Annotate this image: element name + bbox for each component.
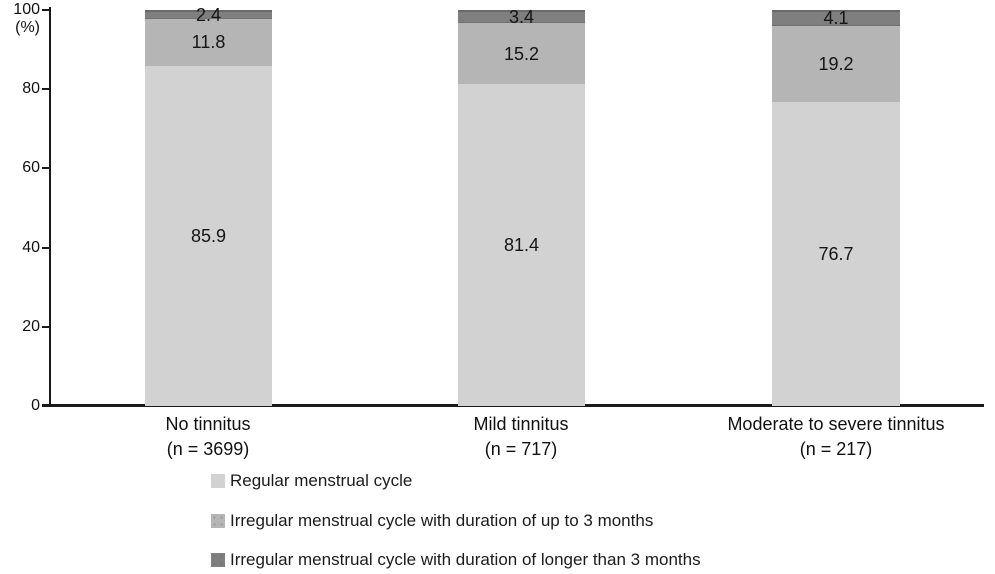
y-axis-unit-label: (%) xyxy=(15,19,40,36)
bar-segment-irregular-longer-than-3-months xyxy=(772,10,900,27)
legend-swatch-irregular-up-to-3-months xyxy=(211,513,225,528)
y-tick-label: 40 xyxy=(22,238,40,256)
bar-group: 81.4 15.2 3.4 xyxy=(458,7,585,406)
category-name: No tinnitus xyxy=(165,414,251,434)
bar-value-label: 81.4 xyxy=(503,234,540,255)
legend-swatch-irregular-longer-than-3-months xyxy=(211,553,225,567)
category-label: Moderate to severe tinnitus (n = 217) xyxy=(666,412,995,462)
bar-value-label: 19.2 xyxy=(818,54,854,75)
legend-item: Regular menstrual cycle xyxy=(211,471,412,491)
y-axis-line xyxy=(49,7,51,407)
bar-segment-regular-menstrual-cycle xyxy=(772,102,900,406)
bar-value-label: 85.9 xyxy=(190,225,227,246)
bar-segment-regular-menstrual-cycle xyxy=(458,83,585,406)
bar-segment-irregular-up-to-3-months xyxy=(458,23,585,84)
bar-value-label: 2.4 xyxy=(195,4,222,25)
legend-label: Regular menstrual cycle xyxy=(230,471,413,490)
category-label: Mild tinnitus (n = 717) xyxy=(351,412,691,462)
y-tick-mark xyxy=(42,325,50,328)
category-name: Mild tinnitus xyxy=(473,414,569,434)
y-tick-label: 0 xyxy=(31,397,40,414)
bar-group: 76.7 19.2 4.1 xyxy=(772,8,900,406)
legend-item: Irregular menstrual cycle with duration … xyxy=(211,511,653,531)
legend-item: Irregular menstrual cycle with duration … xyxy=(211,550,701,570)
y-tick-mark xyxy=(42,167,50,170)
y-tick-mark xyxy=(42,405,50,407)
y-tick-mark xyxy=(42,246,50,249)
bar-value-label: 3.4 xyxy=(508,6,535,27)
bar-value-label: 4.1 xyxy=(823,8,849,29)
y-tick-label: 20 xyxy=(22,317,40,335)
bar-group: 85.9 11.8 2.4 xyxy=(145,5,272,406)
bar-segment-irregular-up-to-3-months xyxy=(772,26,900,103)
y-tick-label: 100 xyxy=(13,1,40,18)
bar-segment-irregular-up-to-3-months xyxy=(145,19,272,66)
category-label: No tinnitus (n = 3699) xyxy=(38,412,378,462)
bar-value-label: 11.8 xyxy=(191,32,226,53)
legend-label: Irregular menstrual cycle with duration … xyxy=(230,510,654,530)
y-tick-mark xyxy=(42,88,50,91)
bar-segment-irregular-longer-than-3-months xyxy=(458,10,585,24)
category-n-count: (n = 3699) xyxy=(166,439,250,459)
y-tick-mark xyxy=(42,9,50,11)
bar-segment-irregular-longer-than-3-months xyxy=(145,10,272,20)
legend-swatch-regular-menstrual-cycle xyxy=(211,474,225,488)
bar-value-label: 15.2 xyxy=(503,43,540,64)
category-n-count: (n = 217) xyxy=(799,439,873,459)
legend-label: Irregular menstrual cycle with duration … xyxy=(230,550,701,569)
y-tick-label: 60 xyxy=(22,159,40,177)
bar-segment-regular-menstrual-cycle xyxy=(145,65,272,406)
y-tick-label: 80 xyxy=(22,80,40,98)
bar-value-label: 76.7 xyxy=(818,244,854,265)
category-name: Moderate to severe tinnitus xyxy=(727,414,945,434)
category-n-count: (n = 717) xyxy=(484,439,558,459)
